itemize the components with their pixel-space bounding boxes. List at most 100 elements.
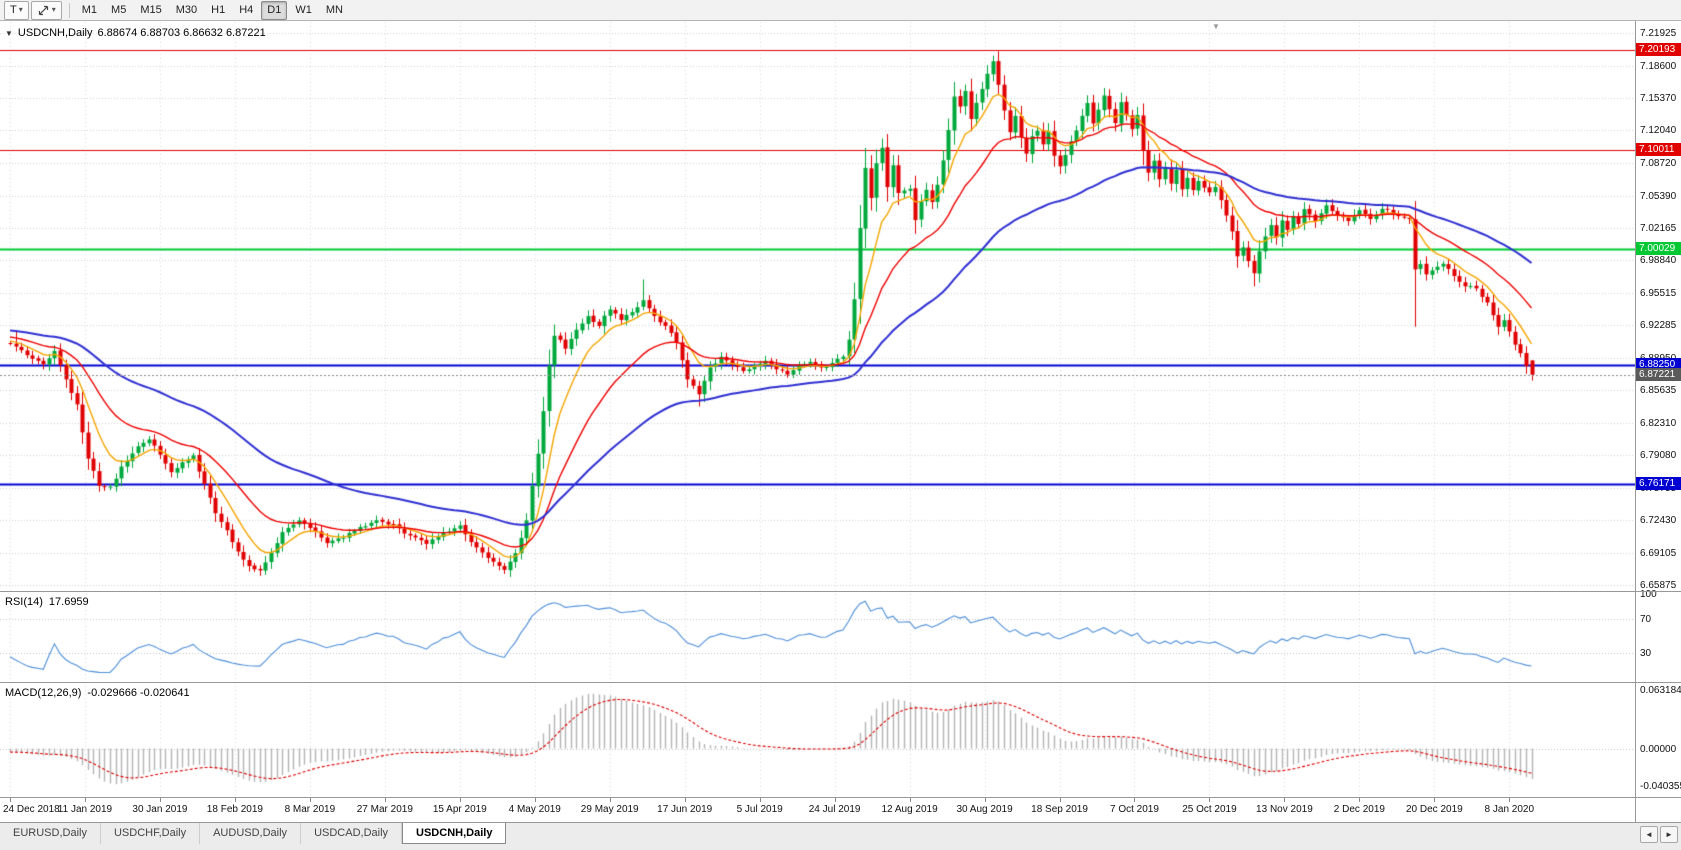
date-axis-label: 27 Mar 2019 [356, 804, 413, 815]
price-axis-label: 6.85635 [1640, 385, 1677, 397]
tab-usdcnh[interactable]: USDCNH,Daily [402, 823, 507, 844]
rsi-name: RSI(14) [5, 596, 43, 608]
date-tick [310, 798, 311, 802]
hline-price-badge: 6.76171 [1636, 476, 1681, 490]
timeframe-button-d1[interactable]: D1 [261, 0, 288, 20]
text-tool-button[interactable]: T ▾ [4, 0, 29, 20]
date-axis-label: 30 Aug 2019 [956, 804, 1013, 815]
panel-splitter-rsi[interactable] [0, 591, 1681, 592]
timeframe-button-h1[interactable]: H1 [211, 4, 226, 16]
date-tick [1209, 798, 1210, 802]
macd-axis-label: 0.00000 [1640, 743, 1677, 755]
symbol-period-label: USDCNH,Daily [17, 27, 93, 39]
date-axis-label: 5 Jul 2019 [736, 804, 783, 815]
rsi-value: 17.6959 [48, 596, 89, 608]
price-axis-label: 7.15370 [1640, 92, 1677, 104]
date-tick [1134, 798, 1135, 802]
timeframe-button-h4[interactable]: H4 [239, 4, 254, 16]
current-price-badge: 6.87221 [1636, 367, 1681, 381]
title-dropdown-icon[interactable]: ▼ [5, 28, 13, 38]
price-axis-label: 6.82310 [1640, 418, 1677, 430]
hline-price-badge: 7.00029 [1636, 241, 1681, 255]
price-axis: 7.21925 7.18600 7.15370 7.12040 7.08720 7.053… [1636, 0, 1681, 822]
price-axis-label: 7.02165 [1640, 222, 1677, 234]
timeframe-button-m30[interactable]: M30 [175, 4, 198, 16]
date-axis-label: 8 Jan 2020 [1484, 804, 1535, 815]
tab-scroll-left-icon[interactable]: ◄ [1640, 826, 1658, 843]
macd-axis-label: -0.040355 [1640, 781, 1681, 792]
date-axis-border [0, 797, 1681, 798]
chevron-down-icon: ▾ [18, 5, 23, 14]
date-tick [910, 798, 911, 802]
cursor-tool-button[interactable]: ▾ [30, 0, 62, 20]
chart-tabs: EURUSD,Daily USDCHF,Daily AUDUSD,Daily USDC… [0, 822, 1681, 850]
date-axis-label: 24 Jul 2019 [808, 804, 861, 815]
tab-audusd[interactable]: AUDUSD,Daily [200, 823, 302, 844]
timeframe-button-m15[interactable]: M15 [140, 4, 162, 16]
panel-splitter-macd[interactable] [0, 682, 1681, 683]
tab-usdcad[interactable]: USDCAD,Daily [301, 823, 403, 844]
price-axis-label: 6.65875 [1640, 579, 1677, 591]
tab-scroll-right-icon[interactable]: ► [1660, 826, 1678, 843]
price-axis-label: 6.79080 [1640, 449, 1677, 461]
price-axis-label: 7.18600 [1640, 60, 1677, 72]
tab-eurusd[interactable]: EURUSD,Daily [0, 823, 101, 844]
date-tick [160, 798, 161, 802]
price-axis-label: 7.05390 [1640, 190, 1677, 202]
rsi-axis-label: 30 [1640, 647, 1652, 659]
timeframe-button-m1[interactable]: M1 [81, 4, 98, 16]
date-tick [235, 798, 236, 802]
date-axis-label: 17 Jun 2019 [657, 804, 713, 815]
macd-indicator-label: MACD(12,26,9) -0.029666 -0.020641 [5, 687, 196, 699]
date-tick [985, 798, 986, 802]
chevron-down-icon: ▾ [51, 5, 56, 14]
price-axis-label: 7.12040 [1640, 125, 1677, 137]
hline-price-badge: 7.10011 [1636, 143, 1681, 157]
date-axis-label: 18 Feb 2019 [206, 804, 263, 815]
date-axis: 24 Dec 2018 11 Jan 2019 30 Jan 2019 18 Feb … [0, 798, 1635, 822]
date-axis-label: 2 Dec 2019 [1333, 804, 1385, 815]
price-axis-label: 7.21925 [1640, 28, 1677, 39]
hline-price-badge: 6.88250 [1636, 357, 1681, 371]
date-axis-label: 29 May 2019 [580, 804, 639, 815]
macd-axis-label: 0.063184 [1640, 685, 1681, 696]
date-tick [460, 798, 461, 802]
toolbar: T ▾ ▾ M1 M5 M15 M30 H1 H4 D1 W1 MN [0, 0, 1681, 21]
price-axis-label: 6.69105 [1640, 548, 1677, 560]
text-tool-label: T [10, 4, 17, 16]
date-axis-label: 30 Jan 2019 [132, 804, 188, 815]
timeframe-button-m5[interactable]: M5 [111, 4, 127, 16]
cursor-tool-icon [37, 4, 50, 17]
date-axis-label: 4 May 2019 [508, 804, 561, 815]
chart-shift-marker-icon: ▼ [1212, 22, 1220, 31]
timeframe-button-mn[interactable]: MN [325, 4, 343, 16]
date-tick [685, 798, 686, 802]
toolbar-separator [68, 2, 70, 18]
price-axis-label: 6.72430 [1640, 515, 1677, 527]
rsi-indicator-label: RSI(14) 17.6959 [5, 596, 95, 608]
ohlc-readout: 6.88674 6.88703 6.86632 6.87221 [97, 27, 266, 39]
timeframe-button-w1[interactable]: W1 [295, 4, 312, 16]
date-tick [1060, 798, 1061, 802]
date-axis-label: 8 Mar 2019 [284, 804, 336, 815]
date-tick [1284, 798, 1285, 802]
hline-price-badge: 7.20193 [1636, 43, 1681, 57]
date-axis-label: 11 Jan 2019 [57, 804, 113, 815]
price-axis-label: 7.08720 [1640, 158, 1677, 170]
date-axis-label: 15 Apr 2019 [432, 804, 487, 815]
date-tick [1359, 798, 1360, 802]
date-tick [385, 798, 386, 802]
macd-name: MACD(12,26,9) [5, 687, 82, 699]
chart-canvas[interactable] [0, 22, 1635, 798]
date-tick [85, 798, 86, 802]
price-axis-label: 6.98840 [1640, 255, 1677, 267]
date-tick [610, 798, 611, 802]
macd-values: -0.029666 -0.020641 [87, 687, 190, 699]
date-tick [535, 798, 536, 802]
date-tick [835, 798, 836, 802]
date-tick [760, 798, 761, 802]
date-axis-label: 12 Aug 2019 [881, 804, 938, 815]
date-tick [1509, 798, 1510, 802]
tab-usdchf[interactable]: USDCHF,Daily [100, 823, 201, 844]
